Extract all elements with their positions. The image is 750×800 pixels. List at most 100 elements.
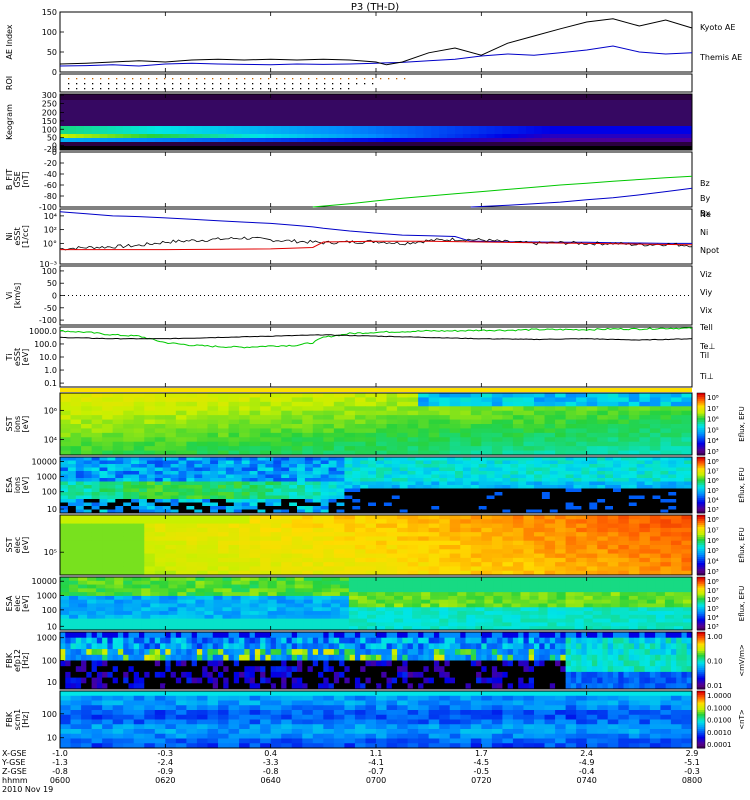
sst_ion-ytick-label: 10⁴ — [44, 436, 57, 445]
sst_ion-colorbar-tick: 10⁶ — [707, 416, 719, 424]
fbk_b-ylabel: FBK — [5, 711, 14, 727]
xaxis-tick-label-4-3: 0720 — [471, 776, 491, 785]
bfield-ytick-label: -40 — [44, 170, 57, 179]
fbk_b-heatmap — [60, 691, 693, 749]
sst_ion-heatmap — [60, 393, 693, 456]
fbk_e-ylabel: [Hz] — [21, 652, 30, 668]
sst_ion-ylabel: SST — [5, 416, 14, 431]
esa_ion-colorbar-tick: 10⁷ — [707, 468, 719, 476]
keogram-ytick-label: 100 — [42, 125, 57, 134]
esa_elec-colorbar-tick: 10⁶ — [707, 596, 719, 604]
temperature-ytick-label: 1.0 — [44, 366, 57, 375]
xaxis-tick-label-0-3: 0600 — [50, 776, 70, 785]
esa_elec-colorbar-tick: 10⁷ — [707, 587, 719, 595]
density-ylabel: [1/cc] — [21, 225, 30, 248]
ae-series-themisae — [59, 18, 693, 66]
sst_elec-heatmap — [60, 515, 693, 576]
sst_elec-ylabel: SST — [5, 537, 14, 552]
density-ytick-label: 10° — [43, 239, 57, 248]
keogram-ytick-label: 50 — [47, 134, 57, 143]
mode-strip — [60, 388, 692, 392]
temperature-legend-teperp: Te⊥ — [699, 342, 715, 351]
esa_elec-ytick-label: 10000 — [32, 577, 57, 586]
fbk_e-ytick-label: 100 — [42, 657, 57, 666]
bfield-ylabel: [nT] — [21, 171, 30, 187]
sst_elec-ytick-label: 10⁵ — [44, 548, 57, 557]
bfield-ytick-label: -60 — [44, 181, 57, 190]
esa_elec-colorbar-tick: 10⁴ — [707, 614, 719, 622]
temperature-ytick-label: 10.0 — [39, 353, 57, 362]
velocity-legend-vix: Vix — [700, 306, 713, 315]
temperature-ylabel: [eV] — [21, 349, 30, 366]
esa_ion-colorbar-tick: 10⁵ — [707, 487, 719, 495]
density-ylabel: eSSt — [13, 227, 22, 245]
bfield-legend-by: By — [700, 194, 710, 203]
esa_elec-colorbar — [696, 576, 706, 631]
xaxis-tick-label-6-2: -0.3 — [684, 767, 700, 776]
velocity-legend-viy: Viy — [700, 288, 713, 297]
velocity-ytick-label: -50 — [44, 304, 57, 313]
density-ylabel: Ni — [5, 232, 14, 240]
xaxis-tick-label-0-1: -1.3 — [52, 758, 68, 767]
fbk_b-colorbar-tick: 0.0100 — [707, 717, 732, 725]
sst_elec-colorbar-label: Eflux, EFU — [738, 527, 746, 562]
fbk_e-ylabel: FBK — [5, 652, 14, 668]
fbk_e-colorbar-tick: 1.00 — [707, 633, 723, 641]
velocity-ylabel: Vi — [5, 292, 14, 300]
xaxis-tick-label-5-3: 0740 — [576, 776, 596, 785]
temperature-ylabel: eSSt — [13, 348, 22, 366]
fbk_b-ylabel: [Hz] — [21, 711, 30, 727]
bfield-series-by — [312, 175, 693, 208]
sst_ion-colorbar — [696, 392, 706, 456]
esa_elec-colorbar-tick: 10³ — [707, 623, 719, 631]
density-legend-npot: Npot — [700, 246, 719, 255]
density-legend-ne: Ne — [700, 210, 711, 219]
xaxis-tick-label-4-2: -0.5 — [474, 767, 490, 776]
temperature-ytick-label: 0.1 — [44, 379, 57, 388]
sst_elec-colorbar-tick: 10⁸ — [707, 516, 719, 524]
xaxis-tick-label-5-2: -0.4 — [579, 767, 595, 776]
sst_elec-colorbar-tick: 10⁴ — [707, 558, 719, 566]
ae-legend-themis: Themis AE — [699, 53, 742, 62]
bfield-legend-bz: Bz — [700, 179, 710, 188]
esa_elec-ylabel: elec — [13, 595, 22, 611]
density-legend-ni: Ni — [700, 228, 708, 237]
xaxis-row-label-1: Y-GSE — [1, 758, 25, 767]
bfield-ytick-label: -80 — [44, 192, 57, 201]
sst_elec-colorbar-tick: 10⁶ — [707, 537, 719, 545]
xaxis-tick-label-2-2: -0.8 — [263, 767, 279, 776]
sst_ion-colorbar-label: Eflux, EFU — [738, 406, 746, 441]
ae-ytick-label: 100 — [42, 28, 57, 37]
fbk_b-colorbar — [696, 690, 706, 749]
xaxis-tick-label-1-0: -0.3 — [158, 749, 174, 758]
sst_ion-colorbar-tick: 10⁸ — [707, 394, 719, 402]
xaxis-row-label-2: Z-GSE — [2, 767, 27, 776]
sst_ion-ytick-label: 10⁶ — [44, 406, 57, 415]
xaxis-tick-label-6-1: -5.1 — [684, 758, 700, 767]
ae-ylabel: AE Index — [5, 24, 14, 59]
xaxis-tick-label-1-2: -0.9 — [158, 767, 174, 776]
roi-ylabel: ROI — [5, 76, 14, 90]
bfield-legend-bx: Bx — [700, 209, 710, 218]
esa_ion-ytick-label: 10000 — [32, 457, 57, 466]
sst_elec-ylabel: [eV] — [21, 537, 30, 554]
fbk_e-ytick-label: 1000 — [37, 634, 57, 643]
esa_elec-ylabel: [eV] — [21, 595, 30, 612]
fbk_e-heatmap — [60, 632, 693, 690]
esa_ion-ylabel: ions — [13, 477, 22, 493]
temperature-ytick-label: 100.0 — [34, 340, 57, 349]
fbk_b-ytick-label: 10 — [47, 734, 57, 743]
esa_elec-ylabel: ESA — [5, 595, 14, 611]
density-series-npot — [59, 211, 692, 244]
esa_ion-colorbar-label: Eflux, EFU — [738, 467, 746, 502]
keogram-ytick-label: 0 — [52, 142, 57, 151]
density-ytick-label: 10⁻³ — [39, 260, 57, 269]
fbk_b-ylabel: scm1 — [13, 709, 22, 730]
keogram-ytick-label: 300 — [42, 91, 57, 100]
fbk_b-colorbar-tick: 0.0001 — [707, 741, 732, 749]
xaxis-tick-label-2-1: -3.3 — [263, 758, 279, 767]
density-ytick-label: 10⁴ — [44, 212, 57, 221]
esa_elec-colorbar-tick: 10⁵ — [707, 605, 719, 613]
keogram-heatmap — [60, 94, 693, 150]
density-ytick-label: 10² — [44, 226, 57, 235]
